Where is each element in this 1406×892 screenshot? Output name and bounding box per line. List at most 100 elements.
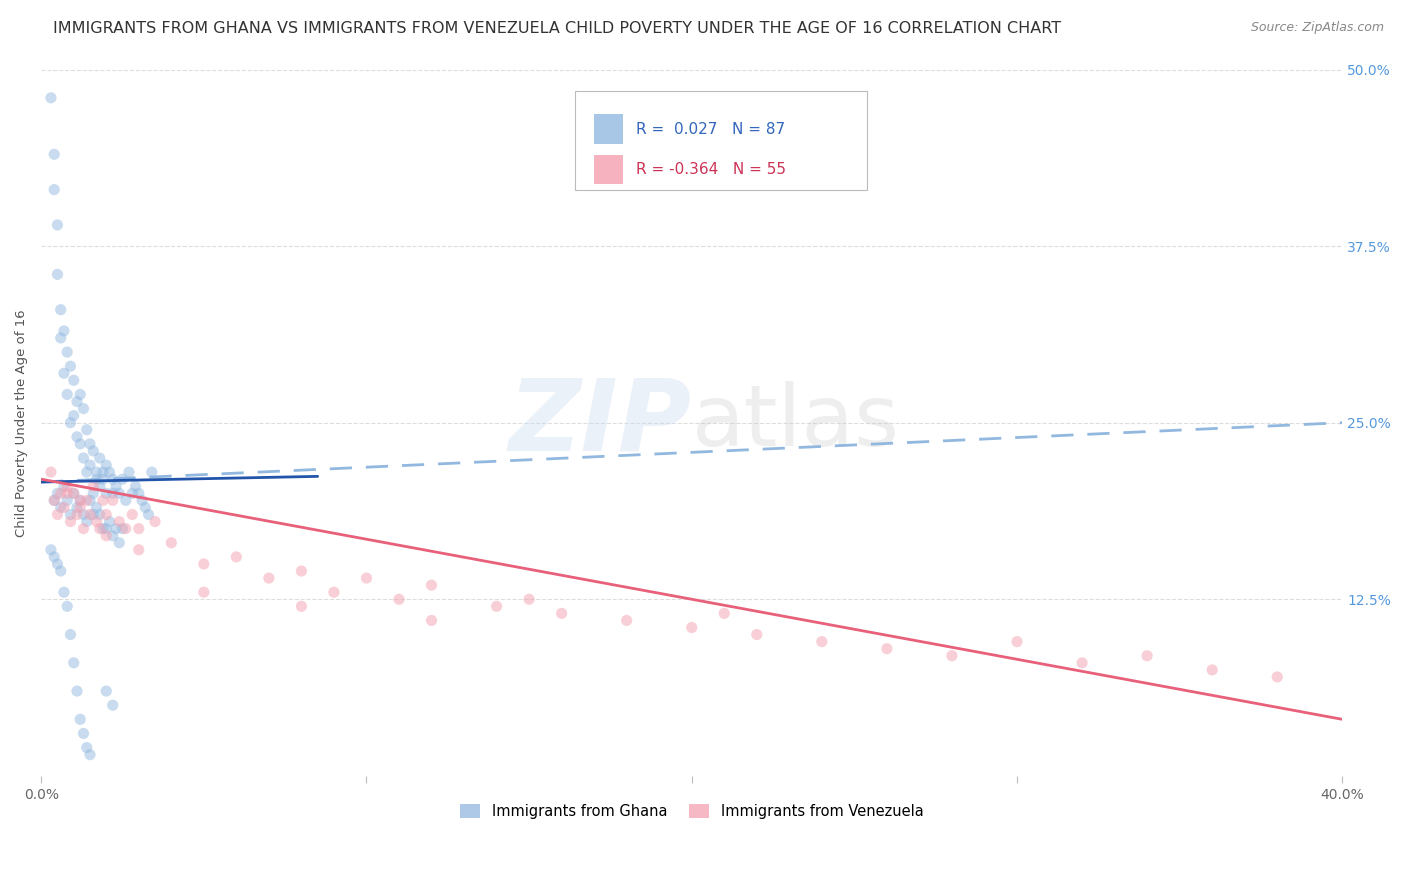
Point xyxy=(1201,663,1223,677)
Point xyxy=(72,508,94,522)
Point xyxy=(101,472,124,486)
Point xyxy=(356,571,378,585)
Point xyxy=(114,522,136,536)
FancyBboxPatch shape xyxy=(575,91,868,190)
Point xyxy=(257,571,280,585)
Point xyxy=(56,493,79,508)
Point xyxy=(91,472,114,486)
Text: IMMIGRANTS FROM GHANA VS IMMIGRANTS FROM VENEZUELA CHILD POVERTY UNDER THE AGE O: IMMIGRANTS FROM GHANA VS IMMIGRANTS FROM… xyxy=(53,21,1062,37)
Point xyxy=(44,183,66,197)
Point xyxy=(39,91,62,105)
Point xyxy=(128,542,150,557)
Point xyxy=(56,486,79,500)
Point xyxy=(96,684,118,698)
Point xyxy=(46,486,69,500)
Point xyxy=(96,458,118,472)
Point xyxy=(225,549,247,564)
Point xyxy=(59,508,82,522)
Point xyxy=(69,500,91,515)
Point xyxy=(101,493,124,508)
Point xyxy=(388,592,411,607)
Point xyxy=(96,508,118,522)
Point xyxy=(59,627,82,641)
Point xyxy=(66,684,89,698)
Point xyxy=(131,493,153,508)
Text: ZIP: ZIP xyxy=(509,374,692,471)
Point xyxy=(681,620,703,634)
Point xyxy=(66,430,89,444)
Point xyxy=(69,437,91,451)
Point xyxy=(44,493,66,508)
Point xyxy=(44,493,66,508)
Text: Source: ZipAtlas.com: Source: ZipAtlas.com xyxy=(1250,21,1384,35)
Point xyxy=(111,522,134,536)
Point xyxy=(108,515,131,529)
Point xyxy=(128,522,150,536)
Point xyxy=(89,450,111,465)
Point xyxy=(86,472,108,486)
Point xyxy=(39,542,62,557)
Point xyxy=(323,585,346,599)
Point xyxy=(98,515,121,529)
Point xyxy=(82,486,104,500)
Point xyxy=(52,479,75,493)
Point xyxy=(1005,634,1028,648)
Point xyxy=(69,493,91,508)
Text: R = -0.364   N = 55: R = -0.364 N = 55 xyxy=(636,162,786,178)
Point xyxy=(121,508,143,522)
Point xyxy=(69,387,91,401)
Point xyxy=(76,515,98,529)
Point xyxy=(91,465,114,479)
Point xyxy=(1136,648,1159,663)
Point xyxy=(49,302,72,317)
Point xyxy=(876,641,898,656)
Text: atlas: atlas xyxy=(692,381,900,464)
Point xyxy=(193,557,215,571)
Point xyxy=(96,486,118,500)
Point xyxy=(143,515,166,529)
Point xyxy=(86,515,108,529)
Y-axis label: Child Poverty Under the Age of 16: Child Poverty Under the Age of 16 xyxy=(15,309,28,536)
Point xyxy=(76,740,98,755)
Point xyxy=(52,366,75,380)
Point xyxy=(290,564,312,578)
Point xyxy=(39,465,62,479)
Point xyxy=(82,508,104,522)
Point xyxy=(79,508,101,522)
Point xyxy=(616,614,638,628)
Point xyxy=(98,465,121,479)
Point xyxy=(62,486,84,500)
Point xyxy=(69,712,91,726)
Point xyxy=(49,331,72,345)
Point xyxy=(86,500,108,515)
Point xyxy=(56,387,79,401)
Point xyxy=(59,515,82,529)
Point xyxy=(82,444,104,458)
Point xyxy=(89,508,111,522)
Point xyxy=(46,508,69,522)
Point xyxy=(76,493,98,508)
Point xyxy=(114,493,136,508)
Point xyxy=(52,585,75,599)
Point xyxy=(111,472,134,486)
Point xyxy=(72,522,94,536)
Point xyxy=(79,437,101,451)
Point xyxy=(79,493,101,508)
Point xyxy=(56,345,79,359)
Point xyxy=(56,599,79,614)
Bar xyxy=(595,154,623,185)
Point xyxy=(49,564,72,578)
Point xyxy=(1265,670,1288,684)
Point xyxy=(713,607,735,621)
Point xyxy=(82,479,104,493)
Point xyxy=(105,522,128,536)
Point xyxy=(46,557,69,571)
Point xyxy=(745,627,768,641)
Point xyxy=(485,599,508,614)
Point xyxy=(52,324,75,338)
Point xyxy=(89,479,111,493)
Point xyxy=(76,423,98,437)
Point xyxy=(62,486,84,500)
Point xyxy=(91,493,114,508)
Point xyxy=(550,607,572,621)
